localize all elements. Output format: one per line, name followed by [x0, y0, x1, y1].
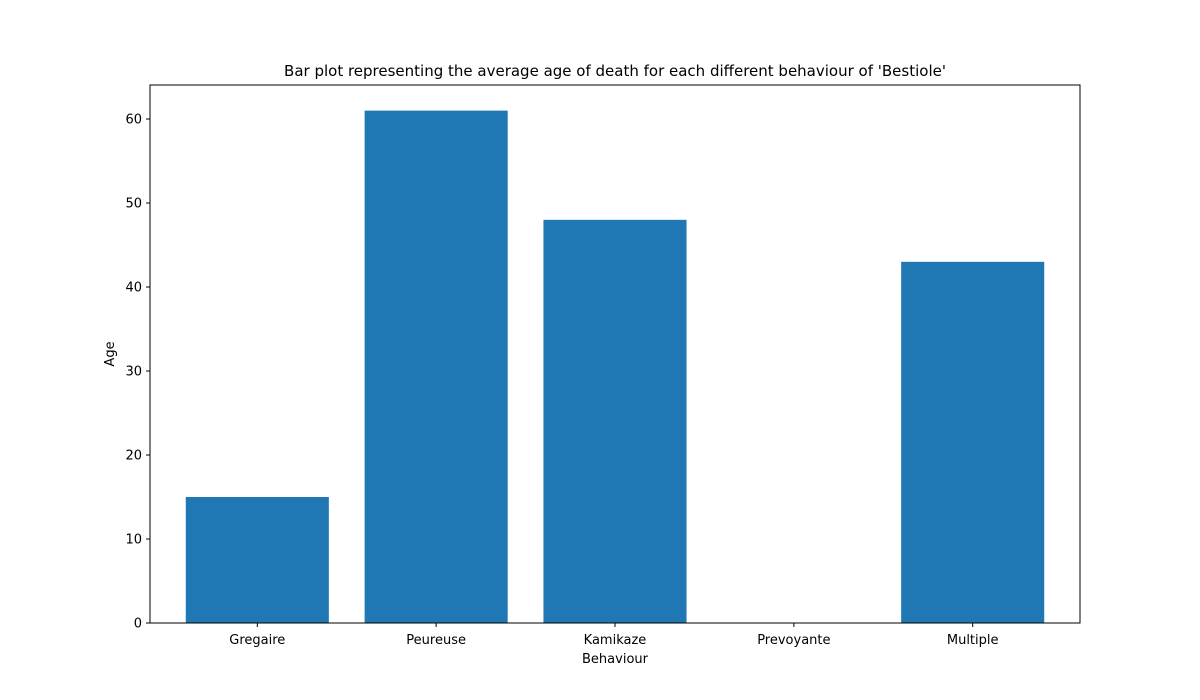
y-tick-label: 60: [125, 113, 142, 128]
y-tick-label: 40: [125, 281, 142, 296]
bar-multiple: [901, 261, 1045, 623]
x-tick-label: Multiple: [947, 633, 999, 648]
x-tick-label: Prevoyante: [757, 633, 830, 648]
y-tick-label: 50: [125, 197, 142, 212]
x-tick-label: Gregaire: [229, 633, 285, 648]
chart-title: Bar plot representing the average age of…: [284, 62, 946, 80]
y-axis: 0 10 20 30 40 50 60: [125, 113, 150, 632]
bar-gregaire: [185, 497, 329, 623]
y-axis-label: Age: [103, 341, 118, 366]
plot-frame: [149, 84, 1081, 624]
y-tick-label: 10: [125, 533, 142, 548]
x-tick-label: Kamikaze: [584, 633, 647, 648]
bars-group: [185, 110, 1045, 624]
x-tick-label: Peureuse: [406, 633, 466, 648]
y-tick-label: 30: [125, 365, 142, 380]
bar-peureuse: [364, 110, 508, 624]
x-axis: Gregaire Peureuse Kamikaze Prevoyante Multip…: [229, 623, 999, 648]
bar-kamikaze: [543, 219, 687, 623]
x-axis-label: Behaviour: [582, 652, 649, 667]
y-tick-label: 0: [134, 617, 142, 632]
y-tick-label: 20: [125, 449, 142, 464]
